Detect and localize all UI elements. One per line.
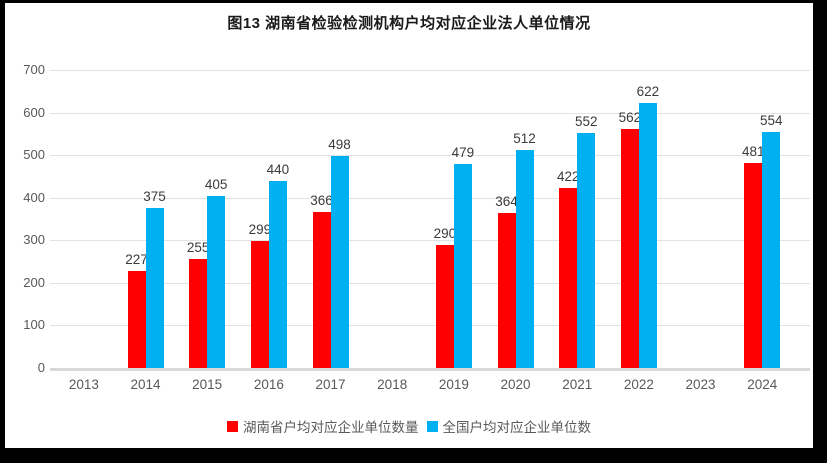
bar-series0-2017 [312,212,331,368]
x-axis-tick-label-2015: 2015 [192,377,223,392]
bar-series0-2021 [559,188,578,368]
gridline-200 [50,282,810,284]
gridline-400 [50,197,810,199]
gridlines [50,70,810,368]
legend-swatch-icon [227,420,238,432]
data-label-series0-2017: 366 [310,193,333,209]
category-slot-2020: 364 512 [485,70,547,368]
bar-series1-2014 [145,208,164,368]
data-label-series0-2015: 255 [186,240,210,256]
y-axis-tick-label: 100 [23,317,45,333]
category-slot-2019: 290 479 [423,70,485,368]
data-label-series0-2022: 562 [618,109,642,125]
category-slot-2014: 227 375 [115,70,177,368]
bar-series0-2019 [435,244,454,368]
x-axis-tick-label-2022: 2022 [623,377,654,392]
gridline-100 [50,325,810,327]
x-axis-tick-label-2019: 2019 [438,377,469,392]
bar-series1-2019 [453,164,472,368]
bar-series1-2024 [762,132,781,368]
data-label-series1-2014: 375 [143,189,166,205]
category-slot-2017: 366 498 [300,70,362,368]
category-slot-2013 [53,70,115,368]
x-axis-tick-label-2023: 2023 [685,377,716,392]
y-axis-tick-label: 300 [23,232,45,248]
x-axis-tick-label-2017: 2017 [315,377,346,392]
legend-item-series1: 全国户均对应企业单位数 [426,416,592,436]
category-slot-2016: 299 440 [238,70,300,368]
data-label-series1-2022: 622 [636,84,660,100]
bar-series1-2020 [515,150,534,368]
category-slot-2018 [361,70,423,368]
legend: 湖南省户均对应企业单位数量 全国户均对应企业单位数 [5,416,813,436]
chart-canvas: 图13 湖南省检验检测机构户均对应企业法人单位情况 0 100 200 300 400 5… [5,3,813,448]
chart-title: 图13 湖南省检验检测机构户均对应企业法人单位情况 [227,15,591,32]
bar-series1-2016 [268,180,287,368]
x-axis-tick-label-2021: 2021 [562,377,593,392]
bar-series1-2022 [638,103,657,368]
category-slot-2022: 562 622 [608,70,670,368]
legend-swatch-icon [426,420,438,432]
data-label-series0-2016: 299 [248,221,272,237]
legend-label: 湖南省户均对应企业单位数量 [243,420,419,435]
gridline-300 [50,240,810,242]
bar-series0-2022 [620,128,639,368]
data-label-series1-2024: 554 [759,113,783,129]
data-label-series0-2019: 290 [433,225,457,241]
x-axis-line [50,368,810,371]
bar-series0-2024 [744,163,763,368]
category-slot-2015: 255 405 [176,70,238,368]
x-axis-tick-label-2014: 2014 [130,377,161,392]
legend-label: 全国户均对应企业单位数 [442,420,592,435]
bar-series0-2016 [250,240,269,368]
category-slot-2024: 481 554 [731,70,793,368]
gridline-600 [50,112,810,114]
data-label-series1-2019: 479 [451,145,475,161]
data-label-series0-2014: 227 [125,252,148,268]
y-axis-tick-label: 0 [37,360,45,375]
x-axis-labels: 2013 2014 2015 2016 2017 2018 2019 2020 2021 2022… [53,377,793,392]
y-axis-tick-label: 600 [23,104,45,120]
x-axis-tick-label-2013: 2013 [68,377,99,392]
x-axis-tick-label-2024: 2024 [747,377,778,392]
data-label-series0-2020: 364 [495,194,518,210]
x-axis-tick-label-2020: 2020 [500,377,531,392]
gridline-500 [50,155,810,157]
y-axis-tick-label: 400 [23,189,45,205]
x-axis-tick-label-2018: 2018 [377,377,408,392]
gridline-700 [50,70,810,71]
bar-series1-2021 [577,133,596,368]
data-label-series1-2015: 405 [204,176,228,192]
bar-series1-2017 [330,156,349,368]
data-label-series0-2024: 481 [741,144,765,160]
bar-series1-2015 [207,195,226,368]
legend-item-series0: 湖南省户均对应企业单位数量 [227,416,419,436]
data-label-series0-2021: 422 [556,169,580,185]
bar-series0-2015 [189,259,208,368]
data-label-series1-2020: 512 [513,131,536,147]
x-axis-tick-label-2016: 2016 [253,377,284,392]
data-label-series1-2016: 440 [266,161,290,177]
y-axis-tick-label: 700 [23,62,45,77]
y-axis-tick-label: 200 [23,274,45,290]
data-label-series1-2021: 552 [574,114,598,130]
data-label-series1-2017: 498 [328,137,351,152]
bar-series0-2014 [127,271,146,368]
category-slot-2021: 422 552 [546,70,608,368]
plot-area: 227 375 255 405 299 440 366 498 290 479 364 512 422 5… [53,70,793,368]
category-slot-2023 [670,70,732,368]
y-axis-tick-label: 500 [23,147,45,163]
bar-series0-2020 [497,213,516,368]
